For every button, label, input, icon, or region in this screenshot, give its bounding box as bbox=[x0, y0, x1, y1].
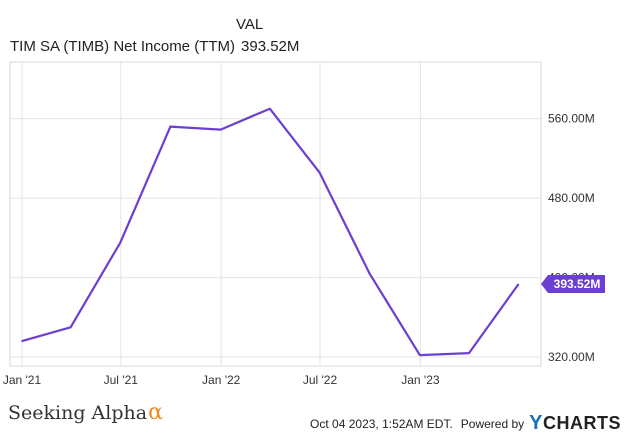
legend-series-label: TIM SA (TIMB) Net Income (TTM) bbox=[10, 38, 236, 55]
legend-row: TIM SA (TIMB) Net Income (TTM) 393.52M bbox=[10, 38, 299, 55]
y-tick-label: 480.00M bbox=[548, 191, 595, 205]
y-tick-label: 560.00M bbox=[548, 112, 595, 126]
legend-header: VAL bbox=[236, 16, 264, 33]
ycharts-y-icon: Y bbox=[529, 412, 543, 434]
brand-name: Seeking Alpha bbox=[8, 402, 148, 424]
last-value-badge: 393.52M bbox=[541, 275, 605, 294]
last-value-label: 393.52M bbox=[554, 277, 601, 291]
plot-border bbox=[9, 61, 542, 367]
x-tick-label: Jan '21 bbox=[3, 373, 42, 387]
legend-series-value: 393.52M bbox=[241, 38, 300, 55]
footer-credits: Oct 04 2023, 1:52AM EDT. Powered by Y CHA… bbox=[310, 412, 621, 435]
x-tick-label: Jan '22 bbox=[202, 373, 241, 387]
x-tick-label: Jul '21 bbox=[104, 373, 139, 387]
alpha-icon: α bbox=[148, 400, 163, 425]
y-tick-label: 320.00M bbox=[548, 350, 595, 364]
x-tick-label: Jan '23 bbox=[401, 373, 440, 387]
series-line bbox=[21, 107, 520, 357]
seeking-alpha-logo: Seeking Alphaα bbox=[8, 400, 163, 425]
powered-by-text: Powered by bbox=[460, 416, 525, 431]
ycharts-wordmark: CHARTS bbox=[543, 413, 621, 433]
grid bbox=[10, 62, 541, 366]
last-value-badge-bg bbox=[541, 275, 605, 294]
x-axis: Jan '21 Jul '21 Jan '22 Jul '22 Jan '23 bbox=[3, 373, 440, 387]
x-tick-label: Jul '22 bbox=[303, 373, 338, 387]
ycharts-logo[interactable]: Y CHARTS bbox=[529, 412, 621, 435]
timestamp: Oct 04 2023, 1:52AM EDT. bbox=[310, 416, 453, 431]
